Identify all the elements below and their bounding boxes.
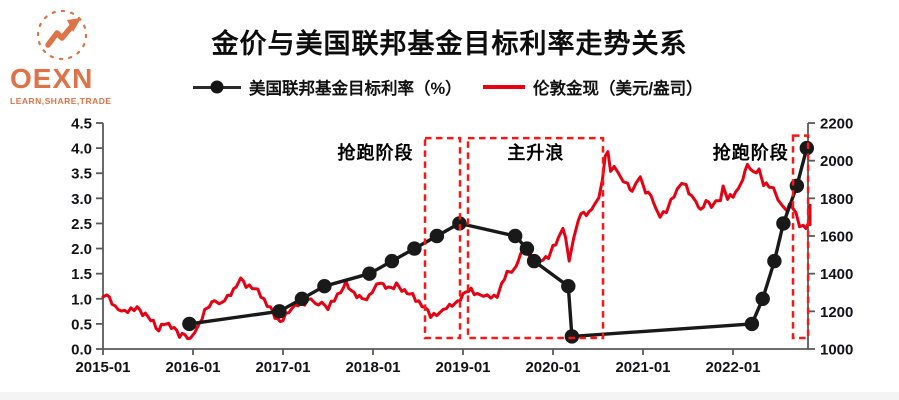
fed-rate-marker bbox=[508, 228, 523, 244]
svg-text:1.5: 1.5 bbox=[71, 266, 92, 283]
svg-text:2016-01: 2016-01 bbox=[165, 359, 220, 376]
svg-text:2020-01: 2020-01 bbox=[525, 359, 580, 376]
svg-text:1200: 1200 bbox=[820, 304, 853, 321]
svg-text:1000: 1000 bbox=[820, 342, 853, 359]
gold-price-line bbox=[101, 150, 812, 341]
svg-text:2.5: 2.5 bbox=[71, 216, 92, 233]
annotation-label: 主升浪 bbox=[507, 142, 564, 163]
annotation-label: 抢跑阶段 bbox=[713, 142, 789, 163]
annotation-label: 抢跑阶段 bbox=[338, 142, 414, 163]
svg-text:1.0: 1.0 bbox=[71, 291, 92, 308]
fed-rate-marker bbox=[564, 329, 580, 344]
fed-rate-marker bbox=[776, 216, 791, 231]
annotation-dashed-box bbox=[423, 136, 462, 340]
fed-rate-marker bbox=[317, 279, 332, 294]
svg-text:2019-01: 2019-01 bbox=[435, 359, 490, 376]
fed-rate-marker bbox=[384, 253, 400, 269]
annotation-dashed-box bbox=[791, 134, 810, 340]
svg-text:2022-01: 2022-01 bbox=[705, 359, 760, 376]
svg-text:2021-01: 2021-01 bbox=[615, 359, 670, 376]
legend-item-fed-rate: 美国联邦基金目标利率（%） bbox=[193, 75, 462, 99]
fed-rate-marker bbox=[561, 279, 576, 294]
fed-rate-legend-marker-icon bbox=[193, 80, 241, 94]
svg-text:4.5: 4.5 bbox=[71, 116, 92, 133]
fed-rate-marker bbox=[755, 291, 770, 306]
legend-item-gold: 伦敦金现（美元/盎司） bbox=[483, 75, 703, 99]
gold-legend-marker-icon bbox=[483, 85, 525, 89]
legend-label-gold: 伦敦金现（美元/盎司） bbox=[533, 80, 703, 98]
bottom-strip bbox=[0, 392, 899, 400]
svg-text:2000: 2000 bbox=[820, 153, 853, 170]
fed-rate-marker bbox=[744, 316, 760, 332]
svg-text:2200: 2200 bbox=[820, 116, 853, 133]
fed-rate-marker bbox=[272, 304, 287, 319]
svg-text:2015-01: 2015-01 bbox=[75, 359, 130, 376]
svg-text:1600: 1600 bbox=[820, 229, 853, 246]
fed-rate-marker bbox=[182, 316, 197, 332]
svg-text:1800: 1800 bbox=[820, 191, 853, 208]
legend-label-fed-rate: 美国联邦基金目标利率（%） bbox=[249, 80, 462, 98]
annotation-dashed-box bbox=[466, 136, 605, 340]
svg-text:2017-01: 2017-01 bbox=[255, 359, 310, 376]
fed-rate-marker bbox=[294, 291, 310, 306]
fed-rate-marker bbox=[767, 253, 782, 269]
svg-text:2.0: 2.0 bbox=[71, 241, 92, 258]
svg-text:0.5: 0.5 bbox=[71, 316, 92, 333]
fed-rate-marker bbox=[362, 266, 377, 281]
fed-rate-marker bbox=[429, 228, 445, 244]
chart-title: 金价与美国联邦基金目标利率走势关系 bbox=[211, 29, 688, 59]
fed-rate-marker bbox=[452, 216, 467, 231]
fed-rate-line bbox=[182, 140, 814, 344]
fed-rate-marker bbox=[526, 253, 542, 269]
svg-text:0.0: 0.0 bbox=[71, 342, 92, 359]
svg-text:4.0: 4.0 bbox=[71, 141, 92, 158]
svg-text:3.5: 3.5 bbox=[71, 166, 92, 183]
svg-text:2018-01: 2018-01 bbox=[345, 359, 400, 376]
fed-rate-marker bbox=[407, 241, 422, 256]
logo-tagline: LEARN,SHARE,TRADE bbox=[10, 96, 112, 106]
svg-text:1400: 1400 bbox=[820, 266, 853, 283]
fed-rate-marker bbox=[519, 241, 535, 256]
logo-trend-circle-icon bbox=[36, 9, 88, 61]
axes: 4.5 4.0 3.5 3.0 2.5 2.0 1.5 1.0 0.5 0.0 2200 2000 18… bbox=[71, 116, 853, 377]
svg-text:3.0: 3.0 bbox=[71, 191, 92, 208]
logo-text: OEXN bbox=[10, 63, 94, 94]
fed-rate-marker bbox=[799, 140, 814, 156]
oexn-logo: OEXN LEARN,SHARE,TRADE bbox=[10, 6, 125, 106]
